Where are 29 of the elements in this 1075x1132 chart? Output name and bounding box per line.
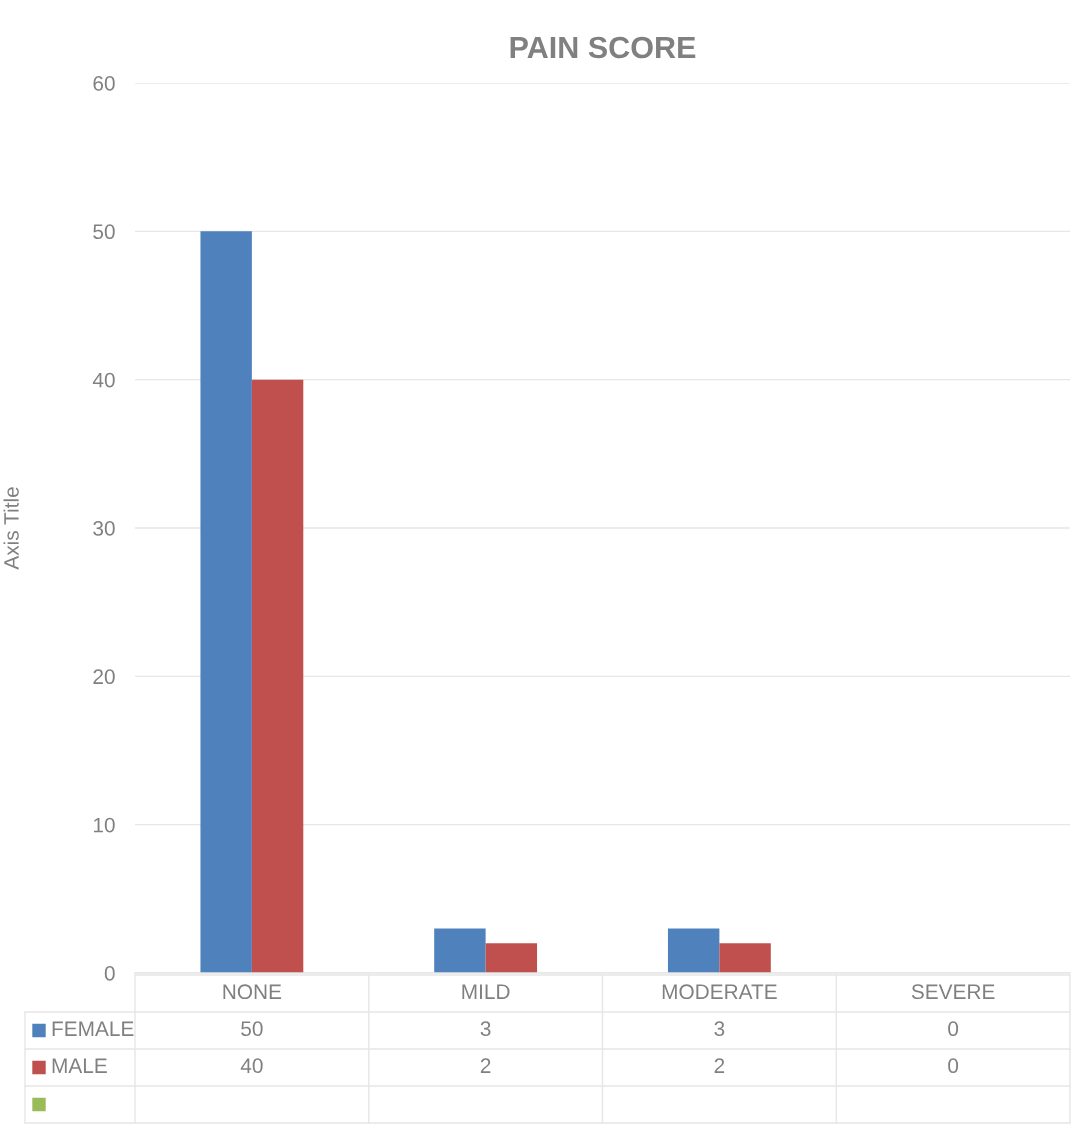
x-tick-label: MODERATE — [662, 984, 777, 1000]
y-tick-label: 20 — [93, 669, 115, 685]
data-label: 2 — [714, 1058, 725, 1073]
data-label: 2 — [480, 1058, 491, 1073]
data-label: 40 — [240, 1058, 263, 1074]
y-tick-label: 40 — [92, 372, 115, 388]
x-tick-label: SEVERE — [911, 984, 995, 1000]
data-label: 50 — [241, 1021, 263, 1037]
data-label: 3 — [480, 1021, 491, 1037]
bar — [667, 928, 720, 973]
data-label: 3 — [714, 1021, 725, 1037]
y-tick-label: 30 — [93, 521, 115, 536]
y-tick-label: 0 — [104, 966, 115, 981]
legend-label: MALE — [52, 1058, 107, 1073]
chart-title: PAIN SCORE — [510, 36, 696, 59]
bar — [251, 379, 304, 973]
bar — [485, 943, 538, 973]
legend-label: FEMALE — [52, 1021, 134, 1036]
y-tick-label: 50 — [93, 224, 115, 240]
bar — [719, 943, 771, 973]
y-tick-label: 10 — [93, 817, 115, 833]
bar — [434, 928, 486, 973]
x-tick-label: NONE — [223, 984, 282, 1000]
bar — [200, 231, 252, 973]
y-axis-title: Axis Title — [3, 487, 19, 570]
y-tick-label: 60 — [93, 76, 115, 91]
x-tick-label: MILD — [462, 984, 510, 999]
data-label: 0 — [948, 1021, 959, 1037]
data-label: 0 — [948, 1058, 959, 1074]
